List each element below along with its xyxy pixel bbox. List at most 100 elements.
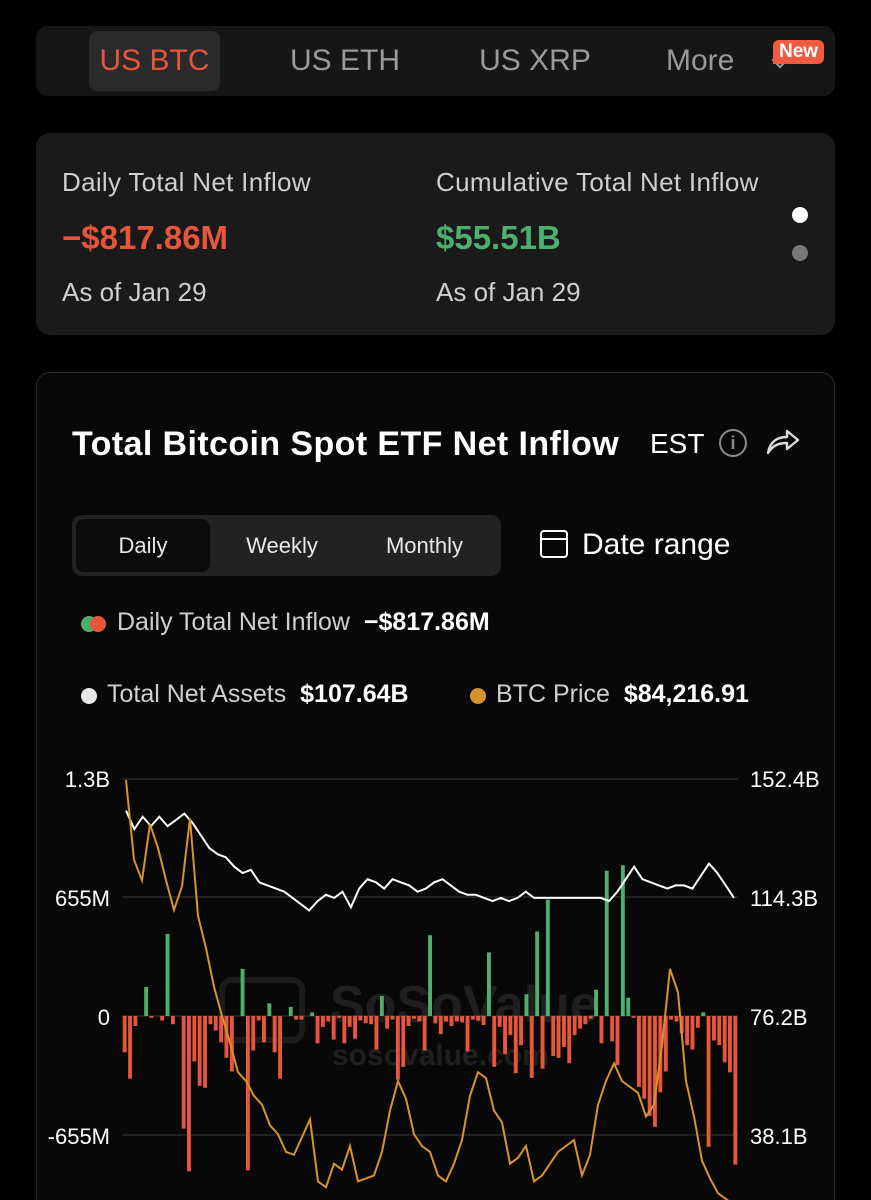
- inflow-bar: [224, 1016, 229, 1058]
- inflow-bar: [267, 1003, 272, 1016]
- inflow-bar: [229, 1016, 234, 1072]
- inflow-bar: [390, 1016, 395, 1020]
- etf-net-inflow-card: Total Bitcoin Spot ETF Net Inflow EST i …: [36, 372, 835, 1200]
- legend-assets-dot: [81, 688, 97, 704]
- legend-price[interactable]: BTC Price $84,216.91: [496, 680, 749, 709]
- info-icon[interactable]: i: [719, 429, 747, 457]
- watermark-site: sosovalue.com: [332, 1039, 549, 1072]
- inflow-bar: [433, 1016, 438, 1024]
- legend-assets[interactable]: Total Net Assets $107.64B: [107, 680, 409, 709]
- inflow-bar: [567, 1016, 572, 1064]
- left-tick-label: 1.3B: [65, 767, 110, 792]
- legend-assets-label: Total Net Assets: [107, 680, 287, 708]
- tab-more[interactable]: More: [666, 44, 735, 77]
- inflow-bar: [245, 1016, 250, 1171]
- inflow-bar: [208, 1016, 213, 1025]
- period-weekly[interactable]: Weekly: [246, 533, 318, 558]
- period-daily[interactable]: Daily: [76, 519, 210, 572]
- inflow-bar: [294, 1016, 299, 1020]
- inflow-bar: [278, 1016, 282, 1079]
- inflow-bar: [610, 1016, 615, 1042]
- inflow-bar: [470, 1016, 475, 1020]
- inflow-bar: [465, 1016, 470, 1052]
- right-tick-label: 76.2B: [750, 1005, 808, 1030]
- inflow-bar: [181, 1016, 186, 1129]
- inflow-bar: [299, 1016, 304, 1020]
- inflow-bar: [701, 1012, 706, 1016]
- inflow-bar: [599, 1016, 604, 1044]
- legend-inflow-value: −$817.86M: [363, 608, 490, 636]
- inflow-bar: [706, 1016, 711, 1147]
- pager-dot[interactable]: [792, 245, 808, 261]
- inflow-bar: [428, 935, 432, 1016]
- inflow-bar: [187, 1016, 191, 1172]
- inflow-bar: [540, 1016, 545, 1069]
- inflow-bar: [133, 1016, 138, 1026]
- legend-inflow[interactable]: Daily Total Net Inflow −$817.86M: [117, 608, 490, 637]
- inflow-bar: [449, 1016, 454, 1026]
- inflow-bar: [406, 1016, 411, 1026]
- right-tick-label: 152.4B: [750, 767, 820, 792]
- inflow-bar: [642, 1016, 647, 1099]
- inflow-bar: [379, 996, 384, 1016]
- inflow-bar: [637, 1016, 641, 1087]
- inflow-bar: [722, 1016, 727, 1063]
- left-axis-ticks: 1.3B 655M 0 -655M: [48, 767, 110, 1149]
- inflow-bar: [337, 1016, 341, 1018]
- left-tick-label: -655M: [48, 1124, 110, 1149]
- period-segmented-control: Daily Weekly Monthly: [72, 515, 501, 576]
- right-tick-label: 38.1B: [750, 1124, 808, 1149]
- period-monthly[interactable]: Monthly: [385, 533, 464, 558]
- inflow-bar: [690, 1016, 695, 1050]
- inflow-bar: [160, 1016, 165, 1021]
- inflow-bar: [529, 1016, 534, 1078]
- share-icon[interactable]: [765, 427, 801, 457]
- pager-dot-active[interactable]: [792, 207, 808, 223]
- inflow-bar: [524, 994, 529, 1016]
- inflow-bar: [513, 1016, 518, 1074]
- btc-price-line: [125, 779, 729, 1200]
- date-range-button[interactable]: Date range: [582, 528, 731, 561]
- inflow-bar: [144, 986, 149, 1016]
- inflow-bar: [712, 1016, 716, 1041]
- inflow-summary-card[interactable]: Daily Total Net Inflow −$817.86M As of J…: [36, 133, 835, 335]
- tab-us-btc[interactable]: US BTC: [89, 31, 220, 91]
- total-net-assets-line: [125, 810, 735, 912]
- inflow-bar: [674, 1016, 679, 1022]
- inflow-bar: [128, 1016, 132, 1079]
- inflow-bar: [454, 1016, 459, 1022]
- tab-us-xrp[interactable]: US XRP: [479, 44, 591, 77]
- inflow-bar: [422, 1016, 427, 1051]
- inflow-bar: [219, 1016, 224, 1043]
- inflow-bar: [663, 1016, 668, 1072]
- tab-us-eth[interactable]: US ETH: [289, 44, 400, 77]
- calendar-icon[interactable]: [540, 530, 568, 558]
- legend-assets-value: $107.64B: [300, 680, 409, 708]
- inflow-bar: [203, 1016, 207, 1088]
- inflow-bar: [444, 1016, 448, 1022]
- timezone-label: EST: [650, 428, 705, 459]
- inflow-bar: [288, 1006, 293, 1016]
- inflow-bar: [251, 1016, 256, 1051]
- inflow-bar: [438, 1016, 443, 1035]
- legend-inflow-label: Daily Total Net Inflow: [117, 608, 350, 636]
- daily-inflow-value: −$817.86M: [62, 219, 229, 256]
- cumulative-inflow-label: Cumulative Total Net Inflow: [436, 167, 759, 197]
- inflow-bar: [578, 1016, 582, 1029]
- inflow-bar: [385, 1016, 390, 1029]
- cumulative-inflow-date: As of Jan 29: [436, 277, 581, 307]
- inflow-bar: [503, 1016, 507, 1055]
- inflow-bar: [262, 1016, 266, 1043]
- inflow-bar: [717, 1016, 722, 1046]
- inflow-bar: [358, 1016, 363, 1021]
- inflow-bar: [685, 1016, 690, 1046]
- new-badge: New: [773, 40, 825, 64]
- left-tick-label: 0: [98, 1005, 110, 1030]
- inflow-bar: [347, 1016, 352, 1027]
- inflow-bar: [728, 1016, 732, 1073]
- inflow-bar: [572, 1016, 577, 1036]
- inflow-bar: [604, 870, 609, 1016]
- inflow-bars: [122, 865, 738, 1172]
- inflow-bar: [588, 1016, 593, 1019]
